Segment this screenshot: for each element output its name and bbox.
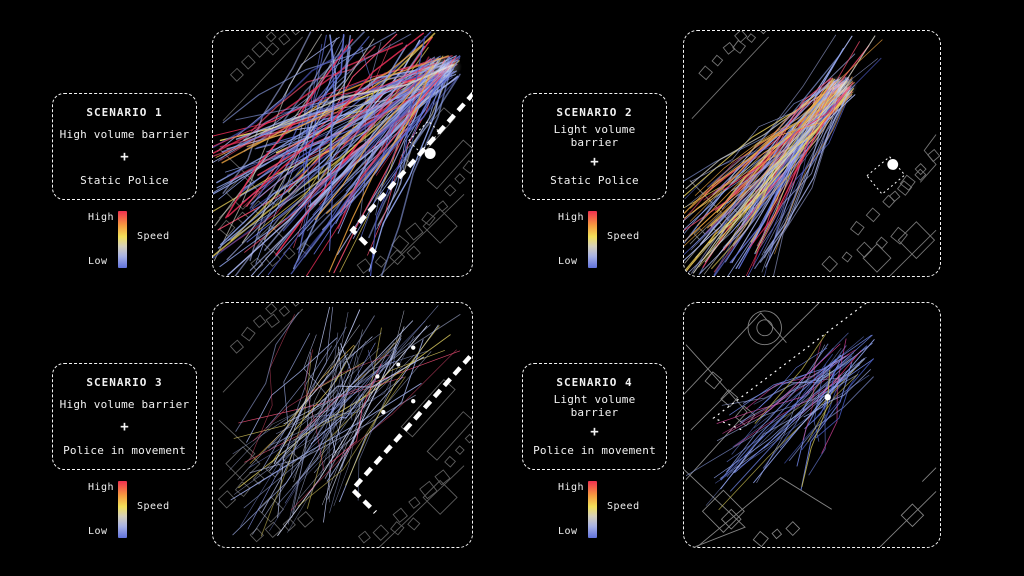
police-dot xyxy=(381,409,386,415)
speed-colorbar xyxy=(118,481,127,538)
speed-colorbar xyxy=(588,211,597,268)
police-dot xyxy=(824,394,831,401)
police-dot xyxy=(887,158,899,170)
light-barrier-zone xyxy=(866,155,906,195)
scenario-1-condition-2: Static Police xyxy=(80,173,169,187)
trajectory-lines xyxy=(684,34,883,276)
police-dot xyxy=(424,148,436,159)
scenario-4-label-box: SCENARIO 4 Light volume barrier + Police… xyxy=(522,363,667,470)
scenario-2-map-canvas xyxy=(684,31,940,276)
legend-low-label: Low xyxy=(88,526,108,537)
building-outlines xyxy=(684,303,937,547)
scenario-2-map-panel xyxy=(683,30,941,277)
plus-sign: + xyxy=(120,149,129,166)
scenario-2-condition-1: Light volume barrier xyxy=(553,123,636,150)
scenario-3-condition-1: High volume barrier xyxy=(59,397,190,411)
speed-legend-2: High Speed Low xyxy=(550,210,668,274)
legend-high-label: High xyxy=(558,482,585,493)
legend-high-label: High xyxy=(558,212,585,223)
scenario-1-map-canvas xyxy=(213,31,472,276)
scenario-3-map-canvas xyxy=(217,303,472,547)
scenario-3-title: SCENARIO 3 xyxy=(86,376,163,389)
trajectory-lines xyxy=(213,31,461,276)
police-dot xyxy=(375,374,380,379)
scenario-4-map-panel xyxy=(683,302,941,548)
legend-low-label: Low xyxy=(88,256,108,267)
police-dot xyxy=(411,345,416,350)
police-dot xyxy=(411,399,416,404)
legend-speed-label: Speed xyxy=(137,231,170,242)
scenario-3-map-panel xyxy=(212,302,473,548)
legend-high-label: High xyxy=(88,482,115,493)
light-barrier-zone xyxy=(407,120,441,153)
scenario-2-title: SCENARIO 2 xyxy=(556,106,633,119)
scenario-1-label-box: SCENARIO 1 High volume barrier + Static … xyxy=(52,93,197,200)
scenario-4-condition-2: Police in movement xyxy=(533,443,656,457)
entry-glow xyxy=(426,54,463,79)
speed-colorbar xyxy=(588,481,597,538)
trajectory-lines xyxy=(229,305,461,537)
speed-legend-4: High Speed Low xyxy=(550,480,668,544)
scenario-2-label-box: SCENARIO 2 Light volume barrier + Static… xyxy=(522,93,667,200)
scenario-1-condition-1: High volume barrier xyxy=(59,127,190,141)
speed-legend-1: High Speed Low xyxy=(80,210,198,274)
plus-sign: + xyxy=(590,423,599,440)
scenario-4-title: SCENARIO 4 xyxy=(556,376,633,389)
light-barrier-dotted-line xyxy=(712,303,867,431)
speed-colorbar xyxy=(118,211,127,268)
scenario-1-title: SCENARIO 1 xyxy=(86,106,163,119)
legend-speed-label: Speed xyxy=(137,501,170,512)
scenario-4-condition-1: Light volume barrier xyxy=(553,393,636,420)
legend-speed-label: Speed xyxy=(607,231,640,242)
legend-low-label: Low xyxy=(558,526,578,537)
scenario-2-condition-2: Static Police xyxy=(550,173,639,187)
scenario-3-label-box: SCENARIO 3 High volume barrier + Police … xyxy=(52,363,197,470)
speed-legend-3: High Speed Low xyxy=(80,480,198,544)
trajectory-lines xyxy=(685,332,875,510)
plus-sign: + xyxy=(590,153,599,170)
scenario-3-condition-2: Police in movement xyxy=(63,443,186,457)
plus-sign: + xyxy=(120,419,129,436)
barrier-dashed-line xyxy=(349,355,472,514)
scenario-1-map-panel xyxy=(212,30,473,277)
police-dot xyxy=(396,362,401,367)
legend-speed-label: Speed xyxy=(607,501,640,512)
legend-low-label: Low xyxy=(558,256,578,267)
scenario-4-map-canvas xyxy=(684,303,937,547)
legend-high-label: High xyxy=(88,212,115,223)
barrier-dashed-line xyxy=(349,91,472,255)
entry-glow xyxy=(825,74,858,99)
